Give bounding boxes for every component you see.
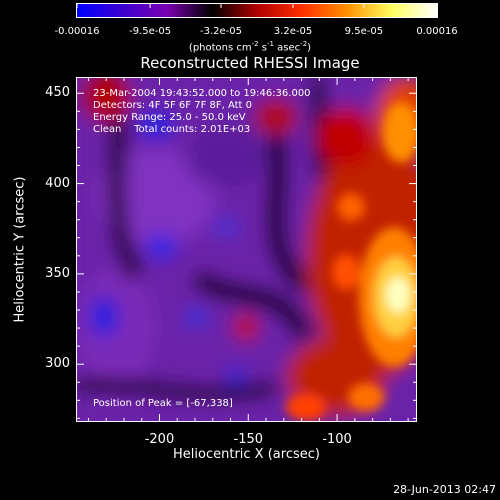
units-part: -1 [267, 40, 274, 48]
units-part: ) [307, 42, 312, 54]
plot-frame [76, 77, 417, 422]
image-area [76, 77, 417, 422]
units-part: s [258, 42, 268, 54]
colorbar-tick-label: 0.00016 [416, 26, 458, 37]
annotation-line: Detectors: 4F 5F 6F 7F 8F, Att 0 [93, 100, 253, 111]
colorbar-tick-label: 9.5e-05 [344, 26, 384, 37]
units-part: -2 [251, 40, 259, 48]
peak-position-label: Position of Peak = [-67,338] [93, 398, 233, 409]
annotation-line: 23-Mar-2004 19:43:52.000 to 19:46:36.000 [93, 88, 311, 99]
x-axis-label: Heliocentric X (arcsec) [173, 447, 320, 462]
colorbar-tick-label: -3.2e-05 [200, 26, 242, 37]
annotation-line: Energy Range: 25.0 - 50.0 keV [93, 112, 246, 123]
units-part: (photons cm [188, 42, 252, 54]
colorbar-tick-label: -0.00016 [54, 26, 100, 37]
colorbar [76, 3, 438, 18]
y-tick-label: 350 [45, 265, 70, 281]
x-tick-label: -200 [144, 432, 175, 447]
y-axis-label: Heliocentric Y (arcsec) [12, 176, 28, 323]
colorbar-tick-label: -9.5e-05 [129, 26, 172, 37]
units-part: asec [274, 42, 301, 54]
units-part: -2 [300, 40, 308, 48]
y-tick-label: 400 [45, 175, 70, 191]
colorbar-tick-label: 3.2e-05 [273, 26, 313, 37]
y-tick-label: 300 [45, 356, 70, 372]
footer-date: 28-Jun-2013 02:47 [393, 483, 496, 496]
x-tick-label: -150 [233, 432, 264, 447]
x-tick-label: -100 [322, 432, 352, 447]
heatmap-svg [76, 77, 417, 422]
colorbar-gradient [77, 4, 437, 17]
colorbar-units: (photons cm-2 s-1 asec-2) [0, 40, 500, 53]
y-tick-label: 450 [45, 85, 70, 101]
annotation-line: Clean Total counts: 2.01E+03 [93, 124, 251, 135]
chart-title: Reconstructed RHESSI Image [140, 54, 360, 72]
